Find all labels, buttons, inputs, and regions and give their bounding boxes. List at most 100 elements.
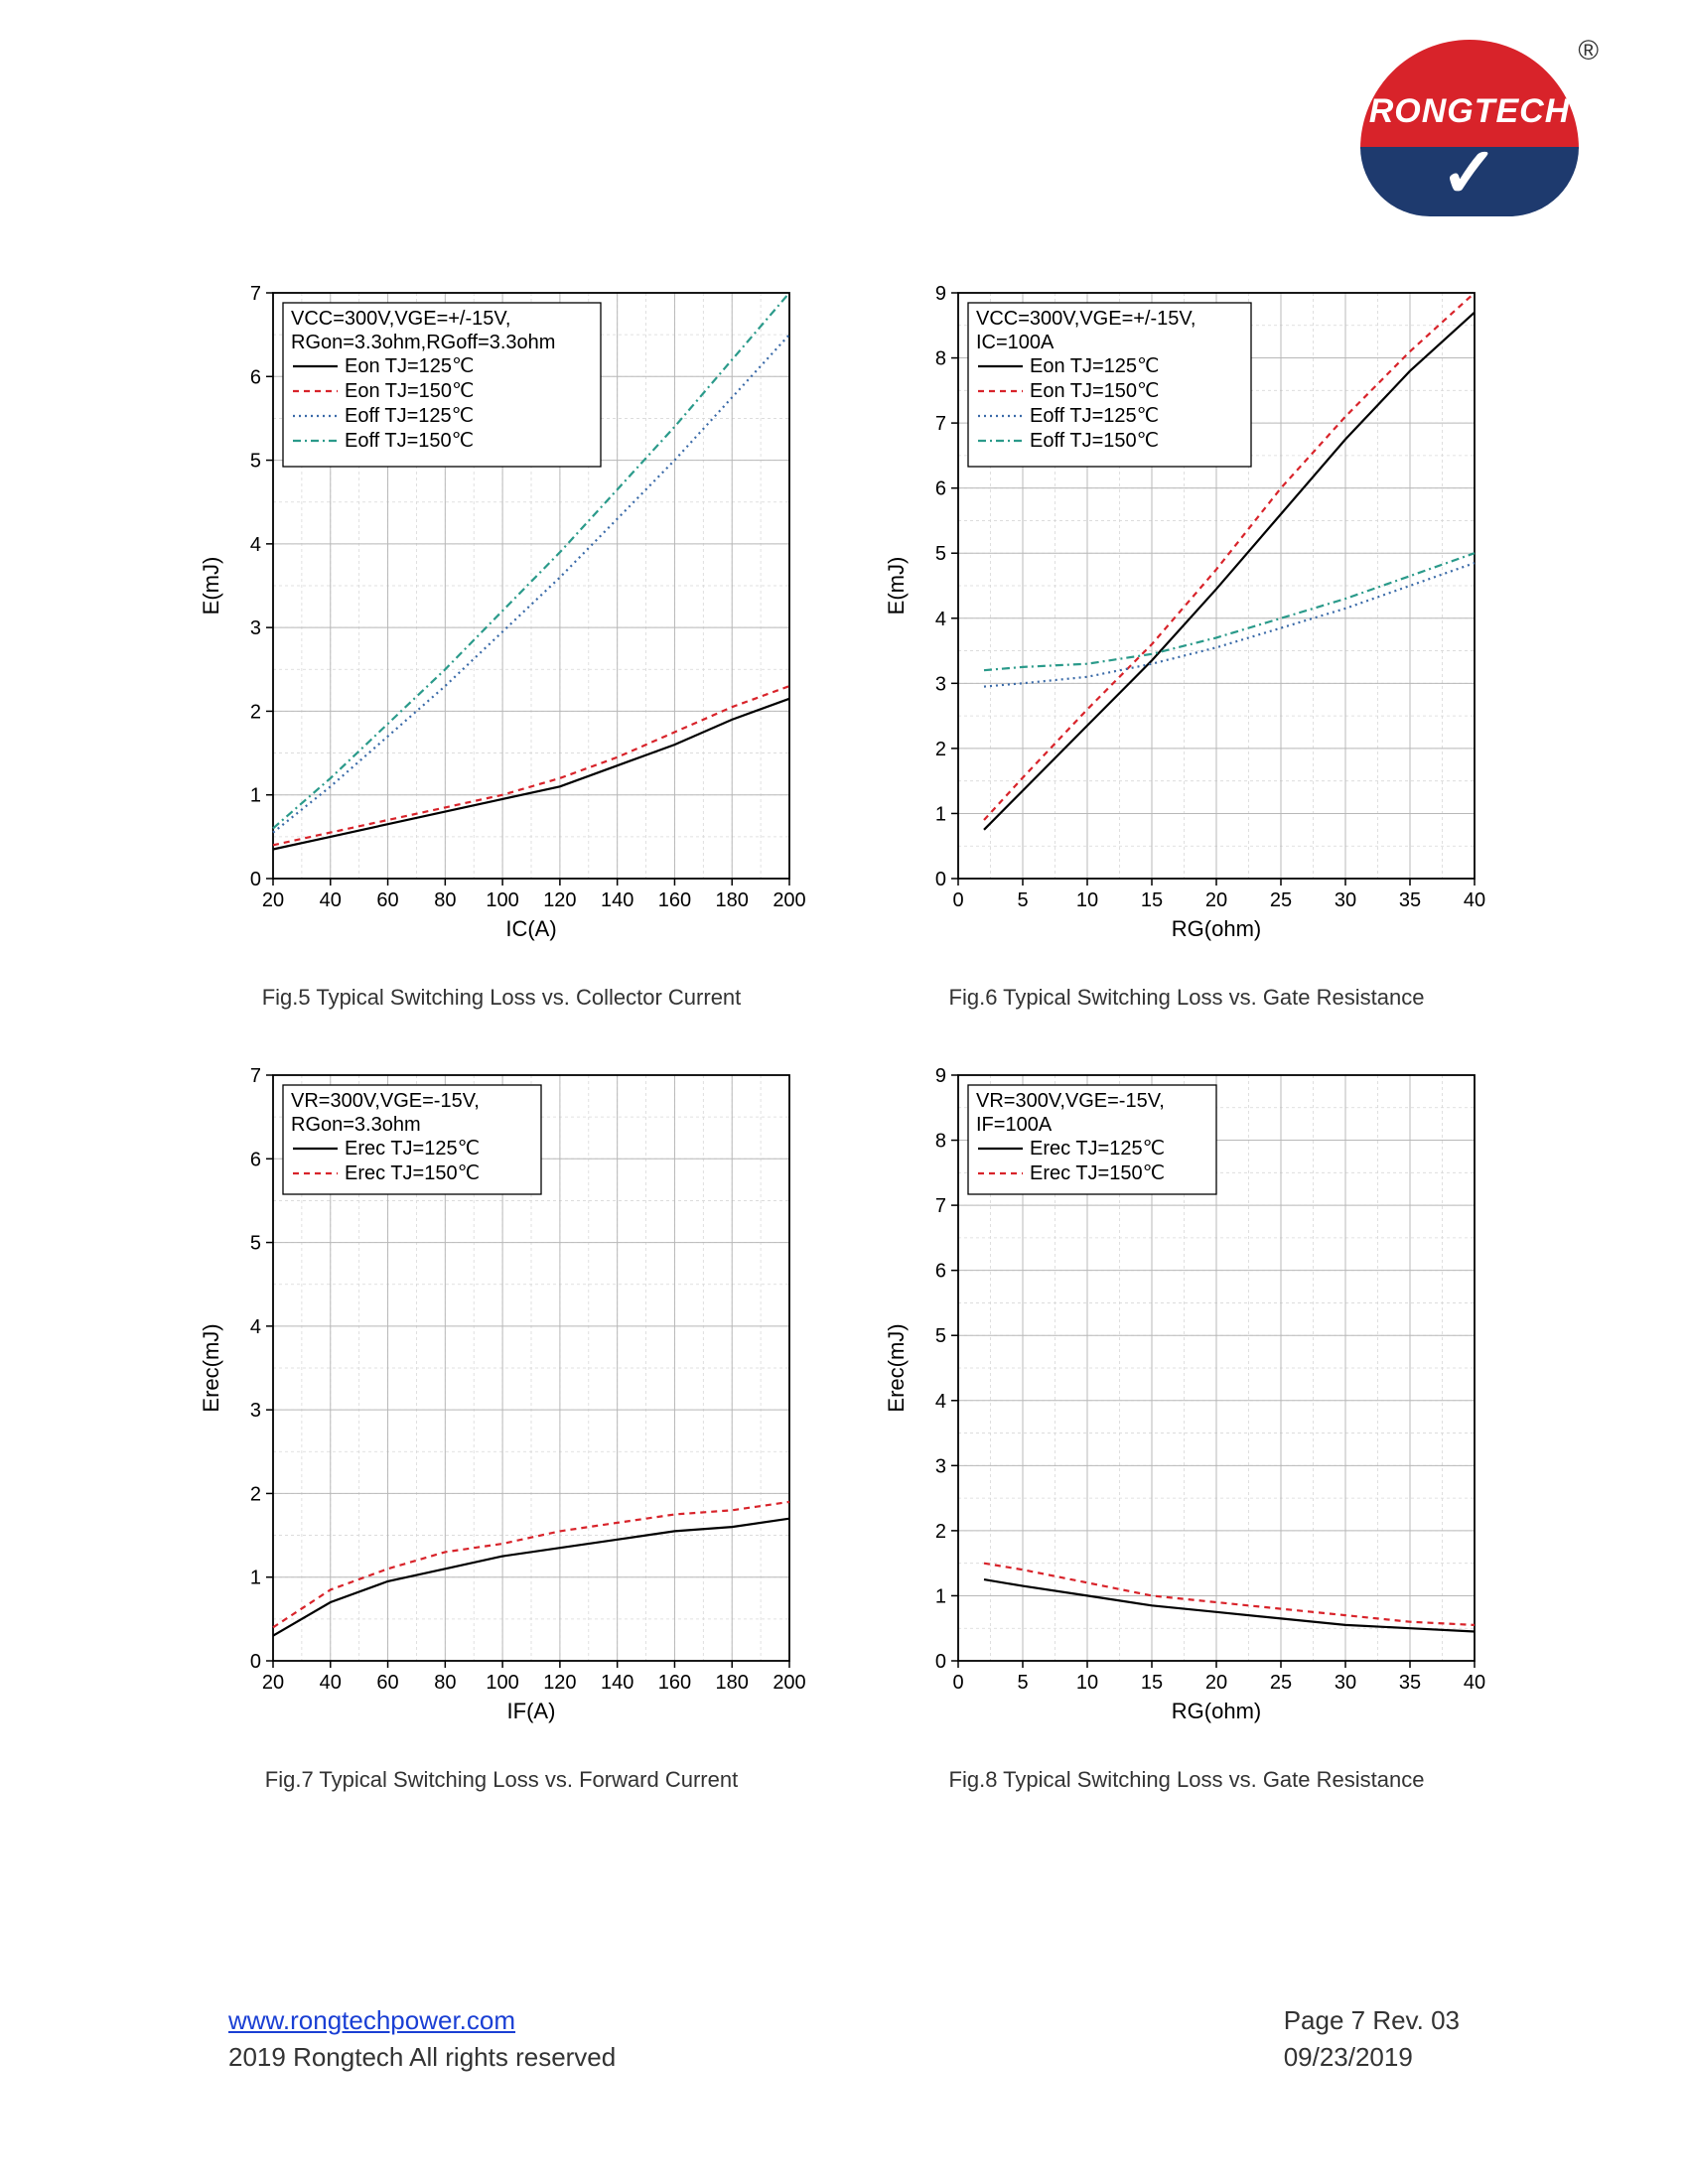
svg-text:RG(ohm): RG(ohm) xyxy=(1172,916,1261,941)
svg-text:15: 15 xyxy=(1141,1672,1163,1694)
trademark-symbol: ® xyxy=(1578,35,1599,67)
svg-text:4: 4 xyxy=(935,609,946,630)
svg-text:5: 5 xyxy=(1017,889,1028,911)
svg-text:160: 160 xyxy=(658,889,691,911)
svg-text:VCC=300V,VGE=+/-15V,: VCC=300V,VGE=+/-15V, xyxy=(291,308,510,330)
svg-text:Eon TJ=150℃: Eon TJ=150℃ xyxy=(1030,380,1160,402)
company-logo: ® RONGTECH ✓ xyxy=(1360,40,1589,218)
svg-text:1: 1 xyxy=(250,1568,261,1589)
svg-text:80: 80 xyxy=(434,889,456,911)
svg-text:2: 2 xyxy=(250,1483,261,1505)
svg-text:VR=300V,VGE=-15V,: VR=300V,VGE=-15V, xyxy=(976,1090,1165,1112)
svg-text:4: 4 xyxy=(250,534,261,556)
svg-text:9: 9 xyxy=(935,283,946,305)
svg-text:7: 7 xyxy=(935,1195,946,1217)
svg-text:Eoff TJ=125℃: Eoff TJ=125℃ xyxy=(1030,405,1159,427)
svg-text:180: 180 xyxy=(716,889,749,911)
svg-text:4: 4 xyxy=(250,1316,261,1338)
chart-fig8: 05101520253035400123456789RG(ohm)Erec(mJ… xyxy=(874,1060,1499,1793)
svg-text:5: 5 xyxy=(935,1325,946,1347)
svg-text:25: 25 xyxy=(1270,1672,1292,1694)
svg-text:5: 5 xyxy=(1017,1672,1028,1694)
svg-text:Eon TJ=125℃: Eon TJ=125℃ xyxy=(345,355,475,377)
svg-text:3: 3 xyxy=(935,673,946,695)
svg-text:6: 6 xyxy=(935,1261,946,1283)
svg-text:160: 160 xyxy=(658,1672,691,1694)
chart-fig7: 2040608010012014016018020001234567IF(A)E… xyxy=(189,1060,814,1793)
svg-text:15: 15 xyxy=(1141,889,1163,911)
svg-text:10: 10 xyxy=(1076,889,1098,911)
svg-text:IF=100A: IF=100A xyxy=(976,1114,1053,1136)
svg-text:7: 7 xyxy=(935,413,946,435)
svg-text:0: 0 xyxy=(250,1651,261,1673)
svg-text:E(mJ): E(mJ) xyxy=(199,557,223,615)
svg-text:0: 0 xyxy=(250,869,261,890)
svg-text:3: 3 xyxy=(935,1455,946,1477)
svg-text:40: 40 xyxy=(320,1672,342,1694)
svg-text:Erec TJ=125℃: Erec TJ=125℃ xyxy=(345,1138,480,1160)
svg-text:40: 40 xyxy=(1464,889,1485,911)
chart-svg-fig7: 2040608010012014016018020001234567IF(A)E… xyxy=(189,1060,814,1755)
svg-text:RG(ohm): RG(ohm) xyxy=(1172,1699,1261,1723)
chart-fig6: 05101520253035400123456789RG(ohm)E(mJ)VC… xyxy=(874,278,1499,1011)
svg-text:80: 80 xyxy=(434,1672,456,1694)
svg-text:30: 30 xyxy=(1335,1672,1356,1694)
svg-text:140: 140 xyxy=(601,1672,633,1694)
svg-text:5: 5 xyxy=(250,451,261,473)
svg-text:Erec TJ=150℃: Erec TJ=150℃ xyxy=(345,1162,480,1184)
caption-fig5: Fig.5 Typical Switching Loss vs. Collect… xyxy=(262,985,742,1011)
svg-text:35: 35 xyxy=(1399,889,1421,911)
svg-text:1: 1 xyxy=(935,803,946,825)
svg-text:60: 60 xyxy=(376,1672,398,1694)
svg-text:20: 20 xyxy=(262,1672,284,1694)
charts-grid: 2040608010012014016018020001234567IC(A)E… xyxy=(189,278,1499,1793)
svg-text:40: 40 xyxy=(1464,1672,1485,1694)
svg-text:0: 0 xyxy=(952,889,963,911)
svg-text:VCC=300V,VGE=+/-15V,: VCC=300V,VGE=+/-15V, xyxy=(976,308,1196,330)
svg-text:6: 6 xyxy=(250,366,261,388)
svg-text:Eoff TJ=125℃: Eoff TJ=125℃ xyxy=(345,405,474,427)
svg-text:Eoff TJ=150℃: Eoff TJ=150℃ xyxy=(345,430,474,452)
svg-text:20: 20 xyxy=(1205,1672,1227,1694)
svg-text:IC=100A: IC=100A xyxy=(976,332,1055,353)
page-footer: www.rongtechpower.com 2019 Rongtech All … xyxy=(228,2002,1460,2075)
svg-text:200: 200 xyxy=(773,1672,805,1694)
svg-text:100: 100 xyxy=(486,1672,518,1694)
chart-fig5: 2040608010012014016018020001234567IC(A)E… xyxy=(189,278,814,1011)
footer-url-link[interactable]: www.rongtechpower.com xyxy=(228,2005,515,2035)
caption-fig8: Fig.8 Typical Switching Loss vs. Gate Re… xyxy=(949,1767,1425,1793)
svg-text:60: 60 xyxy=(376,889,398,911)
svg-text:1: 1 xyxy=(935,1585,946,1607)
svg-text:40: 40 xyxy=(320,889,342,911)
caption-fig7: Fig.7 Typical Switching Loss vs. Forward… xyxy=(265,1767,738,1793)
svg-text:IC(A): IC(A) xyxy=(505,916,556,941)
svg-text:Eon TJ=150℃: Eon TJ=150℃ xyxy=(345,380,475,402)
svg-text:7: 7 xyxy=(250,283,261,305)
svg-text:35: 35 xyxy=(1399,1672,1421,1694)
svg-text:100: 100 xyxy=(486,889,518,911)
svg-text:Erec TJ=125℃: Erec TJ=125℃ xyxy=(1030,1138,1165,1160)
footer-date: 09/23/2019 xyxy=(1284,2042,1413,2072)
logo-text: RONGTECH xyxy=(1369,92,1571,131)
svg-text:10: 10 xyxy=(1076,1672,1098,1694)
svg-text:1: 1 xyxy=(250,785,261,807)
svg-text:2: 2 xyxy=(935,739,946,760)
svg-text:RGon=3.3ohm: RGon=3.3ohm xyxy=(291,1114,421,1136)
chart-svg-fig5: 2040608010012014016018020001234567IC(A)E… xyxy=(189,278,814,973)
svg-text:120: 120 xyxy=(543,889,576,911)
svg-text:200: 200 xyxy=(773,889,805,911)
svg-text:9: 9 xyxy=(935,1065,946,1087)
footer-page: Page 7 Rev. 03 xyxy=(1284,2005,1460,2035)
svg-text:8: 8 xyxy=(935,348,946,370)
svg-text:0: 0 xyxy=(952,1672,963,1694)
svg-text:Eoff TJ=150℃: Eoff TJ=150℃ xyxy=(1030,430,1159,452)
svg-text:8: 8 xyxy=(935,1131,946,1153)
svg-text:7: 7 xyxy=(250,1065,261,1087)
svg-text:Erec(mJ): Erec(mJ) xyxy=(199,1323,223,1412)
svg-text:5: 5 xyxy=(935,543,946,565)
svg-text:25: 25 xyxy=(1270,889,1292,911)
svg-text:0: 0 xyxy=(935,1651,946,1673)
svg-text:180: 180 xyxy=(716,1672,749,1694)
svg-text:6: 6 xyxy=(935,478,946,500)
svg-text:20: 20 xyxy=(1205,889,1227,911)
